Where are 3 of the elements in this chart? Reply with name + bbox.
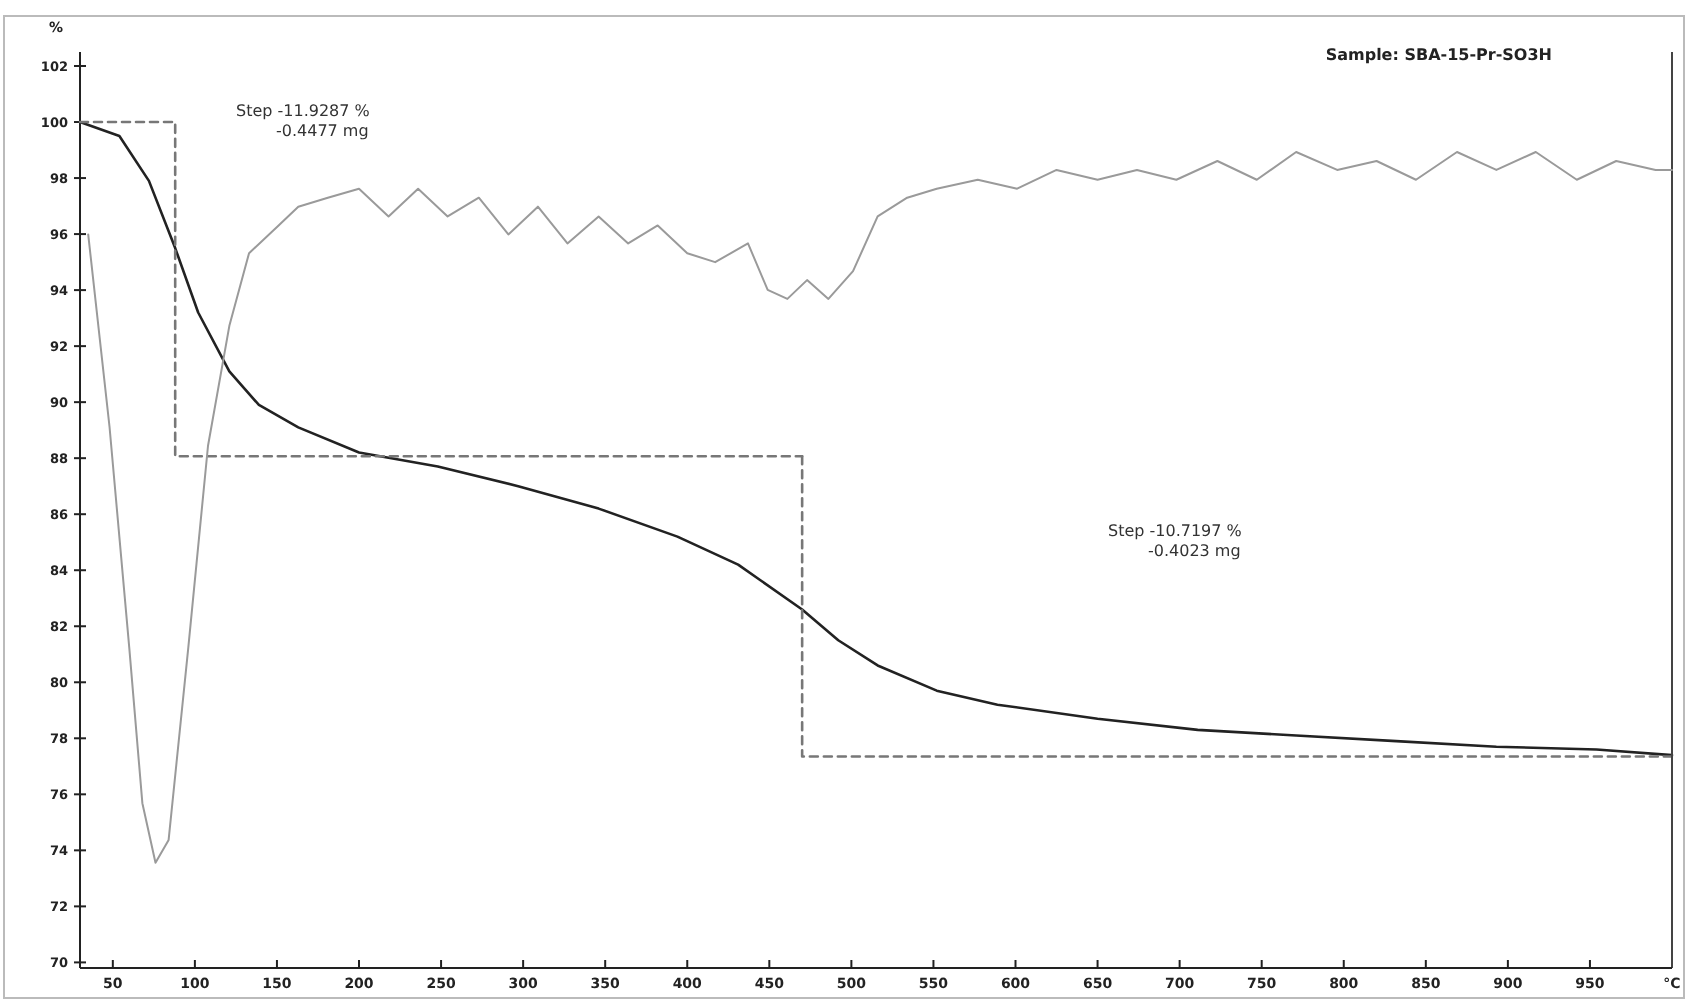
chart-title: Sample: SBA-15-Pr-SO3H [1325, 46, 1552, 64]
annotation: Step -11.9287 % -0.4477 mg [236, 102, 371, 140]
annotation: Step -10.7197 % -0.4023 mg [1108, 522, 1243, 560]
